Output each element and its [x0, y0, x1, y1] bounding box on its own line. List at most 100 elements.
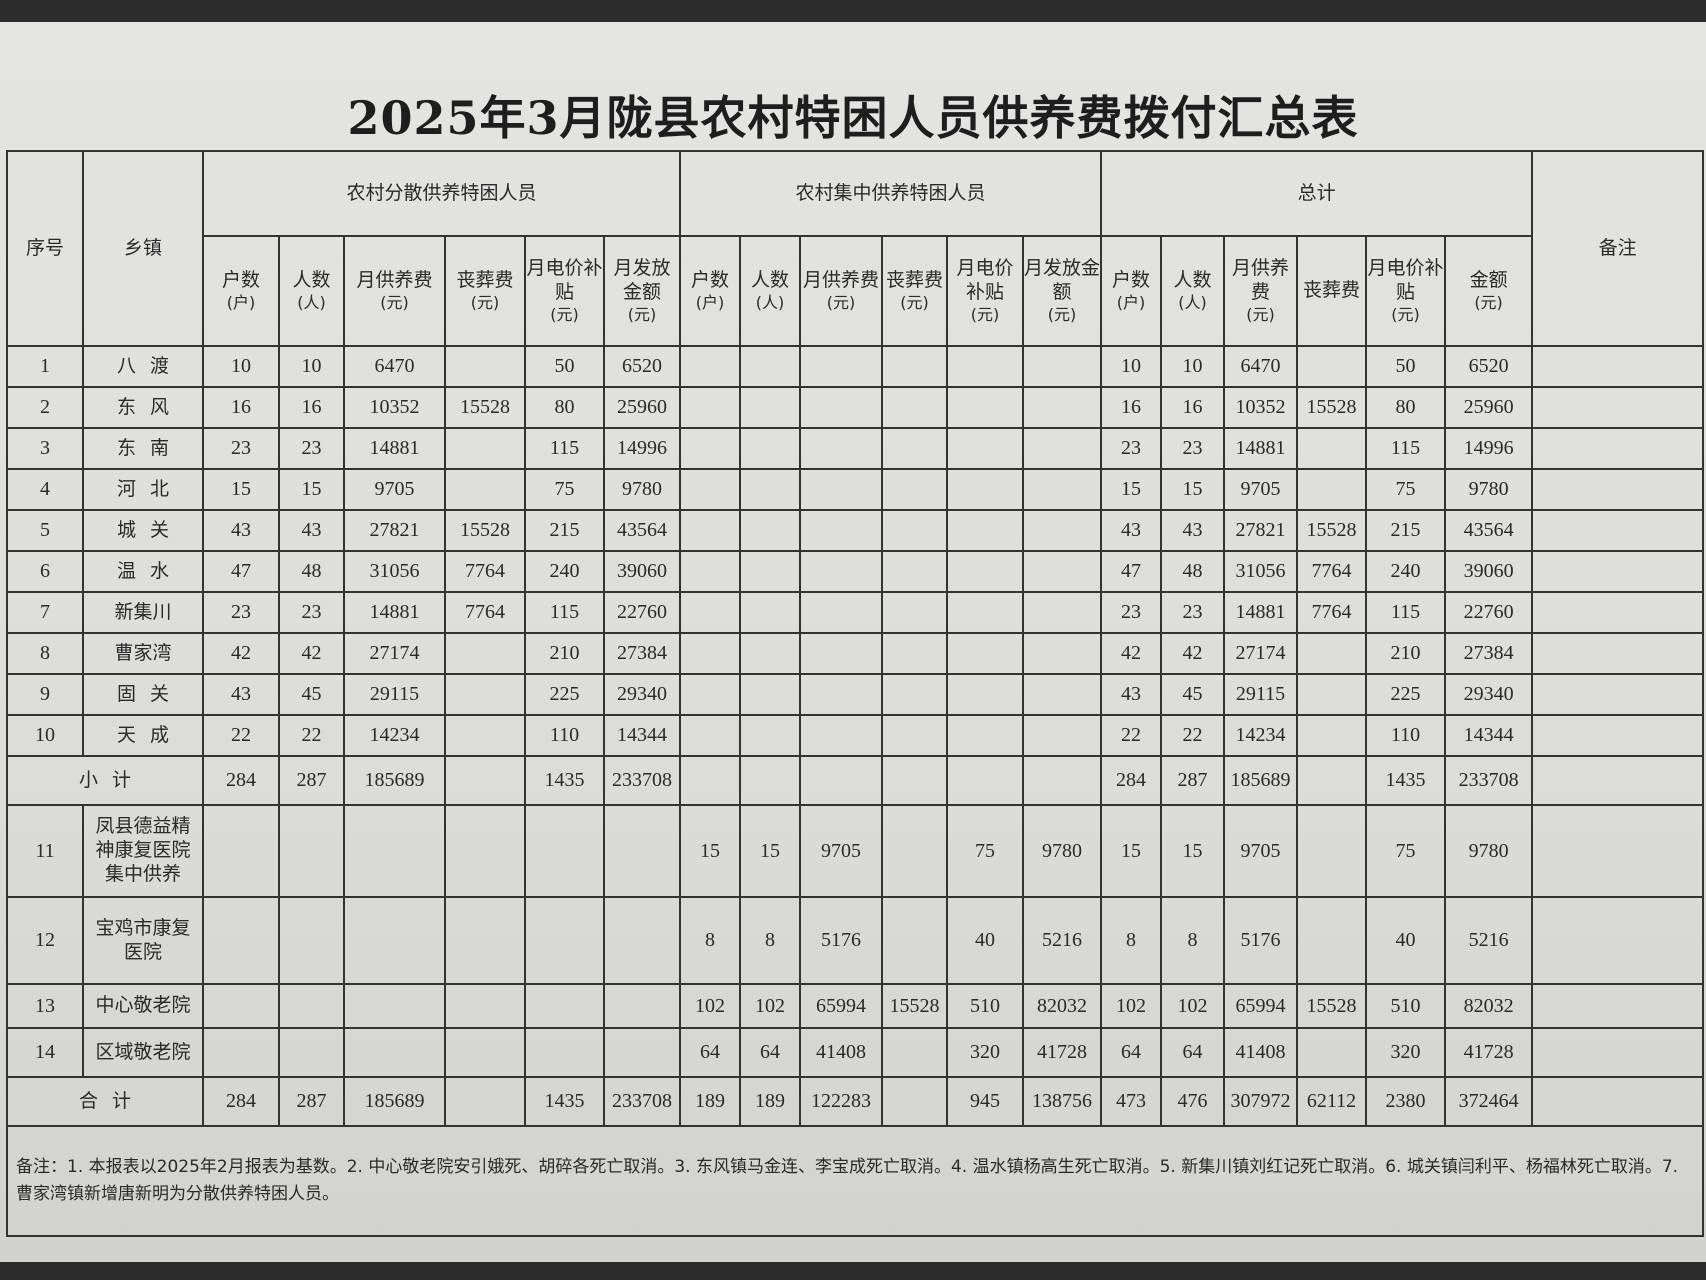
concentrated-cell: [799, 673, 884, 716]
dispersed-cell: 29115: [343, 673, 446, 716]
dispersed-cell: 39060: [602, 550, 682, 593]
total-cell: 75: [1365, 468, 1447, 511]
concentrated-cell: [1022, 509, 1103, 552]
total-cell: 1435: [1365, 755, 1447, 806]
notes-row: 备注：1. 本报表以2025年2月报表为基数。2. 中心敬老院安引娥死、胡碎各死…: [5, 1125, 1705, 1237]
dispersed-cell: 284: [202, 755, 280, 806]
total-cell: 307972: [1223, 1076, 1299, 1127]
total-cell: 27174: [1223, 632, 1299, 675]
total-cell: 215: [1365, 509, 1447, 552]
dispersed-cell: 23: [278, 591, 345, 634]
total-cell: [1296, 345, 1368, 388]
dispersed-cell: 14234: [343, 714, 446, 757]
concentrated-cell: [946, 345, 1025, 388]
dispersed-cell: 10352: [343, 386, 446, 429]
concentrated-cell: [739, 550, 802, 593]
total-cell: [1296, 673, 1368, 716]
header-label: 户数: [221, 269, 260, 292]
remark-cell: [1531, 714, 1705, 757]
dispersed-cell: [444, 427, 526, 470]
concentrated-cell: [881, 714, 949, 757]
header-unit: (元): [1474, 292, 1503, 312]
header-dispersed-col: 月供养费 (元): [343, 235, 446, 347]
dispersed-cell: 22760: [602, 591, 682, 634]
concentrated-cell: [881, 591, 949, 634]
concentrated-cell: [679, 591, 742, 634]
concentrated-cell: [881, 386, 949, 429]
concentrated-cell: [739, 427, 802, 470]
total-cell: 41408: [1223, 1027, 1299, 1078]
total-cell: 43: [1100, 673, 1163, 716]
dispersed-cell: [444, 896, 526, 985]
header-label: 金额: [1469, 269, 1508, 292]
total-cell: 16: [1100, 386, 1163, 429]
dispersed-cell: 43: [202, 509, 280, 552]
dispersed-cell: [444, 345, 526, 388]
town-cell: 固关: [82, 673, 204, 716]
seq-cell: 3: [6, 427, 84, 470]
header-label: 人数: [1173, 269, 1212, 292]
dispersed-cell: [278, 804, 345, 898]
town-cell: 东南: [82, 427, 204, 470]
table-row: 12 宝鸡市康复医院 8 8 5176 40 5216 8 8 5176 40 5216: [6, 896, 1705, 985]
total-cell: [1296, 427, 1368, 470]
total-cell: 10: [1100, 345, 1163, 388]
subtotal-row: 小计 284 287 185689 1435 233708 284 287 185689 1435…: [6, 755, 1705, 806]
town-cell: 城关: [82, 509, 204, 552]
seq-cell: 6: [6, 550, 84, 593]
header-unit: (人): [1178, 292, 1207, 312]
concentrated-cell: [679, 386, 742, 429]
header-total-col: 月电价补贴 (元): [1365, 235, 1447, 347]
dispersed-cell: 240: [524, 550, 605, 593]
concentrated-cell: [1022, 427, 1103, 470]
table-row: 7 新集川 23 23 14881 7764 115 22760 23 23 14881 7764 11…: [6, 591, 1705, 634]
grand_total-row: 合计 284 287 185689 1435 233708 189 189 122283 945 1…: [6, 1076, 1705, 1127]
concentrated-cell: 5176: [799, 896, 884, 985]
total-cell: 14996: [1444, 427, 1534, 470]
remark-cell: [1531, 896, 1705, 985]
table-row: 6 温水 47 48 31056 7764 240 39060 47 48 31056 7764 240…: [6, 550, 1705, 593]
concentrated-cell: [679, 509, 742, 552]
concentrated-cell: [739, 591, 802, 634]
concentrated-cell: [881, 755, 949, 806]
town-cell: 中心敬老院: [82, 983, 204, 1029]
total-cell: 15528: [1296, 983, 1368, 1029]
seq-cell: 10: [6, 714, 84, 757]
total-cell: 10352: [1223, 386, 1299, 429]
total-cell: 23: [1100, 427, 1163, 470]
header-label: 月电价补贴: [1367, 257, 1444, 303]
total-cell: 27384: [1444, 632, 1534, 675]
total-cell: [1296, 632, 1368, 675]
concentrated-cell: [946, 509, 1025, 552]
concentrated-cell: 64: [739, 1027, 802, 1078]
town-cell: 东风: [82, 386, 204, 429]
dispersed-cell: [202, 1027, 280, 1078]
concentrated-cell: [1022, 755, 1103, 806]
concentrated-cell: [679, 345, 742, 388]
total-cell: 476: [1160, 1076, 1226, 1127]
concentrated-cell: [1022, 386, 1103, 429]
seq-cell: 1: [6, 345, 84, 388]
dispersed-cell: [278, 1027, 345, 1078]
concentrated-cell: [881, 468, 949, 511]
dispersed-cell: 15528: [444, 386, 526, 429]
concentrated-cell: 15: [679, 804, 742, 898]
dispersed-cell: 27174: [343, 632, 446, 675]
dispersed-cell: [524, 1027, 605, 1078]
dispersed-cell: 284: [202, 1076, 280, 1127]
concentrated-cell: [739, 755, 802, 806]
header-concentrated-col: 月电价补贴 (元): [946, 235, 1025, 347]
header-unit: (人): [755, 292, 785, 312]
total-cell: 15: [1100, 468, 1163, 511]
dispersed-cell: 115: [524, 427, 605, 470]
concentrated-cell: [946, 591, 1025, 634]
concentrated-cell: [881, 550, 949, 593]
total-cell: 240: [1365, 550, 1447, 593]
remark-cell: [1531, 804, 1705, 898]
dispersed-cell: [524, 983, 605, 1029]
concentrated-cell: 102: [679, 983, 742, 1029]
concentrated-cell: [1022, 550, 1103, 593]
header-concentrated-col: 人数 (人): [739, 235, 802, 347]
total-cell: 15: [1160, 804, 1226, 898]
concentrated-cell: [881, 345, 949, 388]
